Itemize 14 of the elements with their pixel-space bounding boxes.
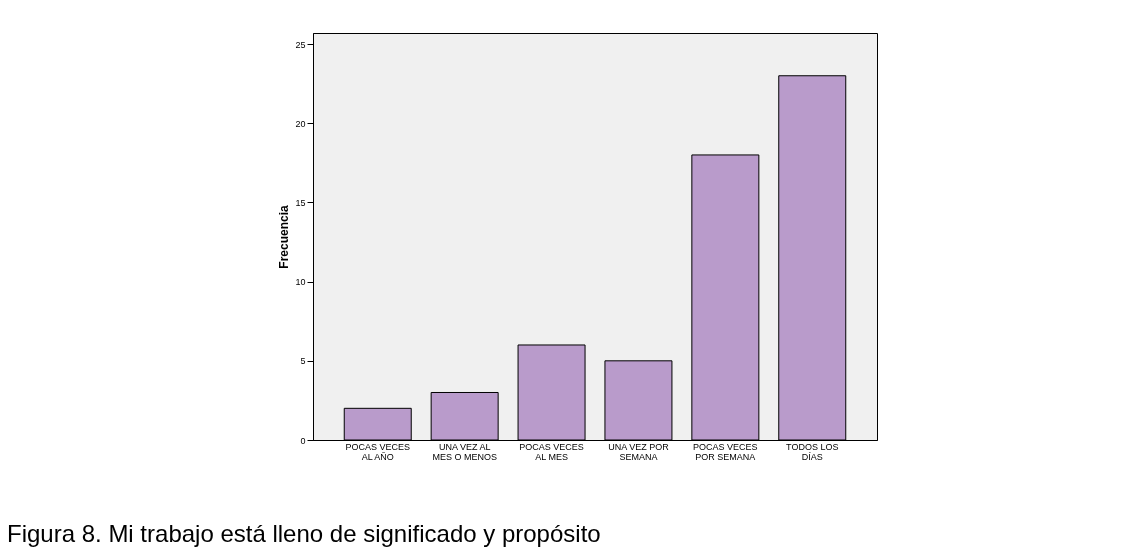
x-tick-label: UNA VEZ POR SEMANA — [608, 441, 670, 462]
y-tick-label: 0 — [300, 435, 306, 446]
x-tick-label: POCAS VECES AL AÑO — [345, 441, 411, 462]
x-tick-label: POCAS VECES POR SEMANA — [693, 441, 758, 462]
y-tick-label: 25 — [295, 39, 306, 50]
text: Figura 8. Mi trabajo está lleno de significado y propósito — [7, 520, 601, 547]
x-tick-label: UNA VEZ AL MES O MENOS — [432, 441, 497, 462]
y-tick-label: 20 — [295, 118, 306, 129]
x-tick-label: TODOS LOS DÍAS — [786, 441, 839, 462]
y-tick-label: 10 — [295, 277, 306, 288]
y-axis-title: Frecuencia — [277, 205, 292, 269]
x-tick-label: POCAS VECES AL MES — [519, 441, 584, 462]
y-tick-label: 5 — [300, 356, 306, 367]
y-tick-label: 15 — [295, 197, 306, 208]
